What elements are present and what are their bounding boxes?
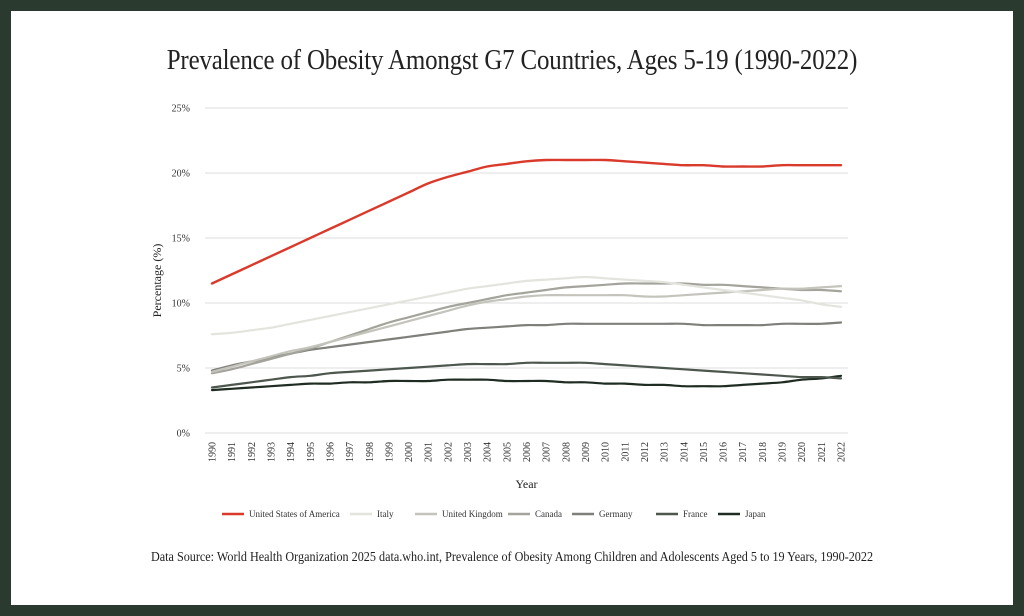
series-lines [210, 158, 843, 392]
gridlines [205, 107, 848, 434]
legend-label-italy: Italy [377, 509, 394, 519]
x-tick-label: 1999 [384, 442, 395, 462]
x-axis-ticks: 1990 1991 1992 1993 1994 1995 1996 1997 1998 1999… [208, 442, 848, 462]
x-tick-label: 2019 [778, 442, 789, 462]
x-tick-label: 1996 [325, 442, 336, 462]
data-source-note: Data Source: World Health Organization 2… [150, 549, 874, 564]
x-tick-label: 2002 [443, 442, 454, 462]
x-tick-label: 2013 [660, 442, 671, 462]
x-tick-label: 2000 [404, 442, 415, 462]
x-tick-label: 1992 [247, 442, 258, 462]
x-tick-label: 2020 [797, 442, 808, 462]
x-tick-label: 1991 [227, 442, 238, 462]
x-tick-label: 2005 [502, 442, 513, 462]
x-tick-label: 2022 [837, 442, 848, 462]
x-tick-label: 2011 [620, 442, 631, 462]
series-line-germany [210, 321, 843, 372]
x-tick-label: 2007 [542, 442, 553, 462]
y-tick-label: 10% [172, 299, 190, 310]
x-tick-label: 2014 [679, 442, 690, 462]
x-tick-label: 1997 [345, 442, 356, 462]
series-line-united-states-of-america [210, 158, 843, 285]
legend-label-japan: Japan [745, 509, 766, 519]
x-tick-label: 1995 [306, 442, 317, 462]
x-tick-label: 1993 [266, 442, 277, 462]
x-tick-label: 2010 [601, 442, 612, 462]
x-tick-label: 2008 [561, 442, 572, 462]
x-tick-label: 2009 [581, 442, 592, 462]
legend-label-france: France [683, 509, 708, 519]
series-line-united-kingdom [210, 285, 843, 373]
x-tick-label: 1990 [208, 442, 219, 462]
x-tick-label: 2003 [463, 442, 474, 462]
x-tick-label: 1994 [286, 442, 297, 462]
chart-title: Prevalence of Obesity Amongst G7 Countri… [166, 44, 858, 76]
x-tick-label: 2018 [758, 442, 769, 462]
y-tick-label: 20% [172, 169, 190, 180]
series-line-italy [210, 275, 843, 336]
legend-label-united-kingdom: United Kingdom [442, 509, 503, 519]
x-tick-label: 2001 [424, 442, 435, 462]
series-line-france [210, 361, 843, 389]
x-tick-label: 2006 [522, 442, 533, 462]
x-tick-label: 2004 [483, 442, 494, 462]
y-axis-ticks: 0% 5% 10% 15% 20% 25% [172, 104, 190, 440]
x-axis-label: Year [515, 477, 537, 491]
y-tick-label: 25% [172, 104, 190, 115]
series-line-japan [210, 374, 843, 392]
y-tick-label: 0% [177, 429, 190, 440]
y-tick-label: 15% [172, 234, 190, 245]
x-tick-label: 2021 [817, 442, 828, 462]
y-axis-label: Percentage (%) [150, 244, 164, 318]
y-tick-label: 5% [177, 364, 190, 375]
x-tick-label: 2017 [738, 442, 749, 462]
legend-label-germany: Germany [599, 509, 633, 519]
x-tick-label: 2012 [640, 442, 651, 462]
x-tick-label: 1998 [365, 442, 376, 462]
legend-label-canada: Canada [535, 509, 562, 519]
x-tick-label: 2016 [719, 442, 730, 462]
x-tick-label: 2015 [699, 442, 710, 462]
legend: United States of America Italy United King… [222, 509, 766, 519]
legend-label-united-states-of-america: United States of America [249, 509, 340, 519]
